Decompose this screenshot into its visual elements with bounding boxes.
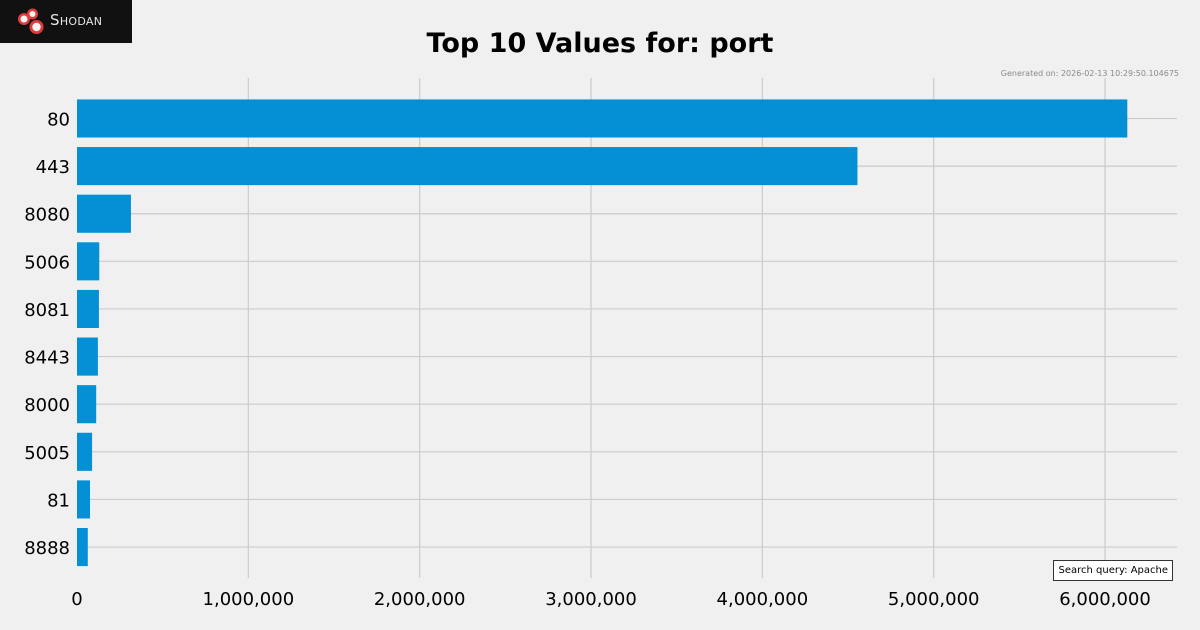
x-tick-label: 6,000,000 [1059, 589, 1151, 610]
y-tick-label: 5006 [24, 252, 70, 273]
x-tick-label: 3,000,000 [545, 589, 637, 610]
y-tick-label: 81 [47, 490, 70, 511]
bar-port-8081 [77, 289, 99, 328]
y-tick-label: 80 [47, 109, 70, 130]
x-tick-label: 1,000,000 [203, 589, 295, 610]
y-tick-label: 8443 [24, 348, 70, 369]
bar-port-81 [77, 480, 91, 519]
y-tick-label: 8000 [24, 395, 70, 416]
x-tick-label: 2,000,000 [374, 589, 466, 610]
x-tick-label: 5,000,000 [888, 589, 980, 610]
generated-timestamp: Generated on: 2026-02-13 10:29:50.104675 [1000, 69, 1179, 78]
x-tick-label: 4,000,000 [717, 589, 809, 610]
bar-port-5005 [77, 432, 93, 471]
y-tick-label: 8888 [24, 538, 70, 559]
bar-port-8000 [77, 385, 97, 424]
bar-port-8888 [77, 528, 88, 567]
y-tick-label: 443 [36, 157, 70, 178]
shodan-logo-icon [18, 8, 44, 34]
chart-title: Top 10 Values for: port [426, 28, 774, 59]
search-query-label: Search query: Apache [1053, 560, 1173, 581]
y-tick-label: 8081 [24, 300, 70, 321]
bar-port-8443 [77, 337, 98, 376]
brand-name: Shodan [50, 11, 103, 29]
y-tick-label: 5005 [24, 443, 70, 464]
bar-port-443 [77, 147, 858, 186]
x-tick-label: 0 [71, 589, 82, 610]
y-tick-label: 8080 [24, 205, 70, 226]
bar-port-5006 [77, 242, 100, 281]
shodan-logo: Shodan [0, 0, 132, 43]
bar-port-80 [77, 99, 1128, 138]
bar-port-8080 [77, 194, 131, 233]
